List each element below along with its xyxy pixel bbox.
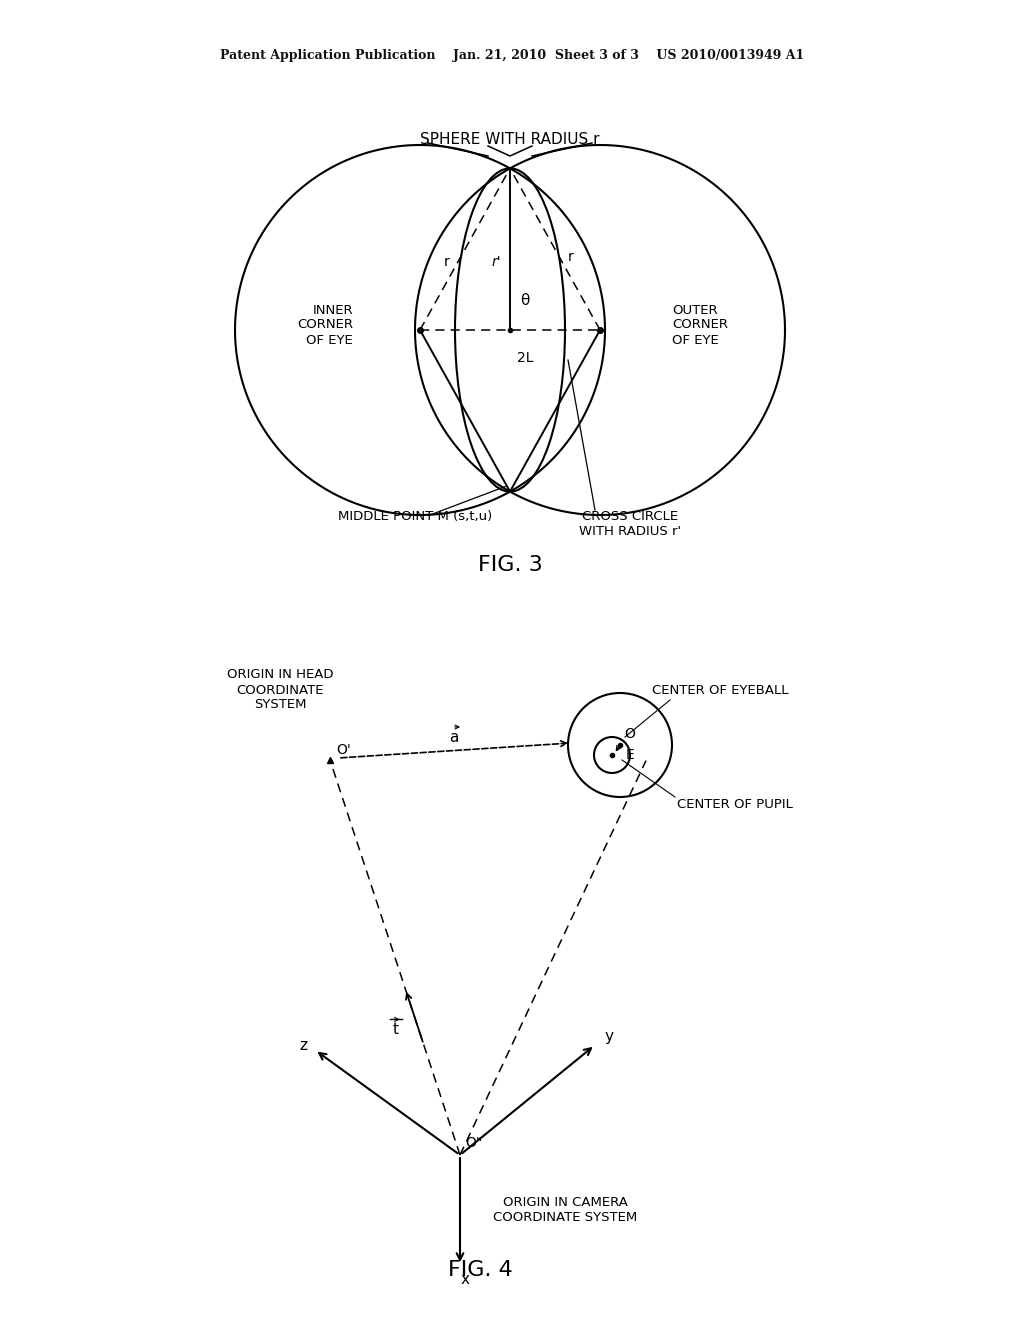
Text: CENTER OF EYEBALL: CENTER OF EYEBALL <box>651 684 788 697</box>
Text: ORIGIN IN HEAD
COORDINATE
SYSTEM: ORIGIN IN HEAD COORDINATE SYSTEM <box>226 668 333 711</box>
Text: O": O" <box>465 1137 482 1150</box>
Text: r': r' <box>492 255 501 269</box>
Text: O': O' <box>337 743 351 756</box>
Text: y: y <box>604 1030 613 1044</box>
Text: FIG. 3: FIG. 3 <box>477 554 543 576</box>
Text: SPHERE WITH RADIUS r: SPHERE WITH RADIUS r <box>420 132 600 148</box>
Text: 2L: 2L <box>517 351 534 366</box>
Text: Patent Application Publication    Jan. 21, 2010  Sheet 3 of 3    US 2010/0013949: Patent Application Publication Jan. 21, … <box>220 49 804 62</box>
Text: OUTER
CORNER
OF EYE: OUTER CORNER OF EYE <box>672 304 728 346</box>
Text: a: a <box>450 730 459 746</box>
Text: ORIGIN IN CAMERA
COORDINATE SYSTEM: ORIGIN IN CAMERA COORDINATE SYSTEM <box>493 1196 637 1224</box>
Text: CROSS CIRCLE
WITH RADIUS r': CROSS CIRCLE WITH RADIUS r' <box>579 510 681 539</box>
Text: CENTER OF PUPIL: CENTER OF PUPIL <box>677 799 793 812</box>
Text: t: t <box>392 1022 398 1038</box>
Text: FIG. 4: FIG. 4 <box>447 1261 512 1280</box>
Text: r: r <box>443 255 450 269</box>
Text: θ: θ <box>520 293 529 309</box>
Text: INNER
CORNER
OF EYE: INNER CORNER OF EYE <box>297 304 353 346</box>
Text: O: O <box>625 727 636 741</box>
Text: E: E <box>626 748 635 762</box>
Text: x: x <box>461 1271 469 1287</box>
Text: MIDDLE POINT M (s,t,u): MIDDLE POINT M (s,t,u) <box>338 510 493 523</box>
Text: r: r <box>567 251 573 264</box>
Text: z: z <box>299 1038 307 1052</box>
